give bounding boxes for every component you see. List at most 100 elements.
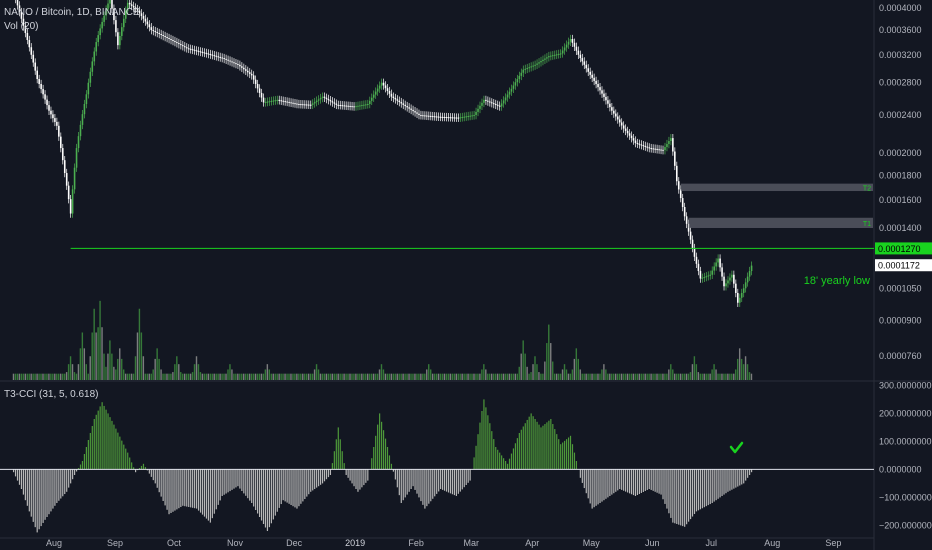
candle-body bbox=[250, 73, 253, 76]
volume-bar bbox=[191, 372, 194, 380]
candle-body bbox=[378, 85, 381, 89]
candle-body bbox=[363, 104, 365, 106]
volume-bar bbox=[563, 364, 566, 380]
candle-body bbox=[191, 49, 194, 51]
candle-body bbox=[367, 103, 369, 105]
candle-body bbox=[374, 91, 377, 95]
volume-bar bbox=[520, 353, 522, 380]
candle-body bbox=[731, 274, 733, 278]
price-tick-label: 0.0002000 bbox=[879, 148, 922, 158]
candle-body bbox=[453, 117, 456, 119]
candle-body bbox=[479, 105, 481, 109]
candle-body bbox=[109, 0, 111, 4]
candle-body bbox=[506, 94, 509, 98]
candle-body bbox=[36, 70, 38, 80]
candle-body bbox=[709, 274, 712, 276]
volume-bar bbox=[402, 373, 404, 380]
candle-body bbox=[40, 83, 42, 90]
candle-body bbox=[54, 118, 56, 122]
volume-bar bbox=[559, 373, 562, 380]
volume-bar bbox=[40, 373, 42, 380]
candle-body bbox=[632, 138, 635, 141]
candle-body bbox=[61, 148, 64, 161]
candle-body bbox=[542, 59, 544, 62]
volume-bar bbox=[258, 373, 261, 380]
volume-bar bbox=[46, 373, 48, 380]
candle-body bbox=[126, 2, 129, 11]
candle-body bbox=[182, 45, 184, 47]
candle-body bbox=[729, 277, 731, 281]
candle-body bbox=[115, 20, 117, 33]
candle-body bbox=[183, 46, 186, 48]
candle-body bbox=[60, 136, 62, 149]
candle-body bbox=[674, 151, 676, 166]
candle-body bbox=[742, 288, 745, 293]
candle-body bbox=[93, 51, 96, 62]
volume-bar bbox=[313, 369, 316, 380]
volume-bar bbox=[374, 373, 377, 380]
volume-bar bbox=[530, 372, 532, 380]
candle-body bbox=[26, 33, 29, 41]
candle-body bbox=[585, 64, 588, 69]
volume-bar bbox=[410, 373, 412, 380]
candle-body bbox=[248, 72, 251, 74]
volume-bar bbox=[262, 373, 265, 380]
candle-body bbox=[306, 104, 308, 106]
candle-body bbox=[30, 47, 33, 55]
candle-body bbox=[591, 74, 593, 78]
volume-bar bbox=[433, 373, 436, 380]
candle-body bbox=[288, 101, 290, 103]
volume-bar bbox=[648, 373, 650, 380]
volume-bar bbox=[71, 364, 74, 380]
candle-body bbox=[516, 79, 519, 83]
volume-bar bbox=[162, 373, 164, 380]
candle-body bbox=[723, 276, 725, 287]
volume-bar bbox=[329, 373, 332, 380]
volume-bar bbox=[581, 373, 583, 380]
volume-bar bbox=[197, 364, 200, 380]
volume-bar bbox=[609, 373, 611, 380]
candle-body bbox=[75, 148, 78, 168]
volume-bar bbox=[412, 373, 414, 380]
candle-body bbox=[296, 103, 298, 105]
candle-body bbox=[640, 144, 643, 146]
candle-body bbox=[290, 102, 292, 104]
candle-body bbox=[337, 104, 340, 106]
volume-bar bbox=[483, 364, 485, 380]
volume-bar bbox=[630, 373, 633, 380]
candle-body bbox=[335, 103, 338, 105]
volume-bar bbox=[384, 373, 387, 380]
volume-bar bbox=[146, 373, 148, 380]
volume-bar bbox=[288, 373, 290, 380]
volume-bar bbox=[660, 373, 662, 380]
candle-body bbox=[565, 44, 568, 48]
volume-bar bbox=[69, 356, 72, 380]
candle-body bbox=[266, 101, 269, 103]
candle-body bbox=[121, 27, 123, 36]
volume-bar bbox=[335, 373, 337, 380]
volume-bar bbox=[327, 373, 330, 380]
candle-body bbox=[520, 72, 523, 76]
candle-body bbox=[203, 52, 206, 54]
candle-body bbox=[477, 108, 479, 112]
volume-bar bbox=[607, 373, 609, 380]
volume-bar bbox=[658, 373, 660, 380]
volume-bar bbox=[388, 373, 391, 380]
candle-body bbox=[239, 64, 241, 67]
candle-body bbox=[392, 96, 395, 99]
volume-bar bbox=[624, 373, 627, 380]
candle-body bbox=[245, 69, 247, 71]
volume-bar bbox=[662, 373, 664, 380]
candle-body bbox=[597, 83, 599, 88]
candle-body bbox=[689, 231, 692, 240]
candle-body bbox=[491, 102, 493, 104]
volume-bar bbox=[355, 373, 357, 380]
candle-body bbox=[569, 38, 572, 42]
volume-bar bbox=[270, 373, 272, 380]
candle-body bbox=[361, 105, 363, 107]
volume-bar bbox=[750, 373, 753, 380]
candle-body bbox=[487, 100, 489, 102]
candle-body bbox=[512, 85, 515, 89]
volume-bar bbox=[668, 369, 670, 380]
volume-bar bbox=[479, 373, 481, 380]
